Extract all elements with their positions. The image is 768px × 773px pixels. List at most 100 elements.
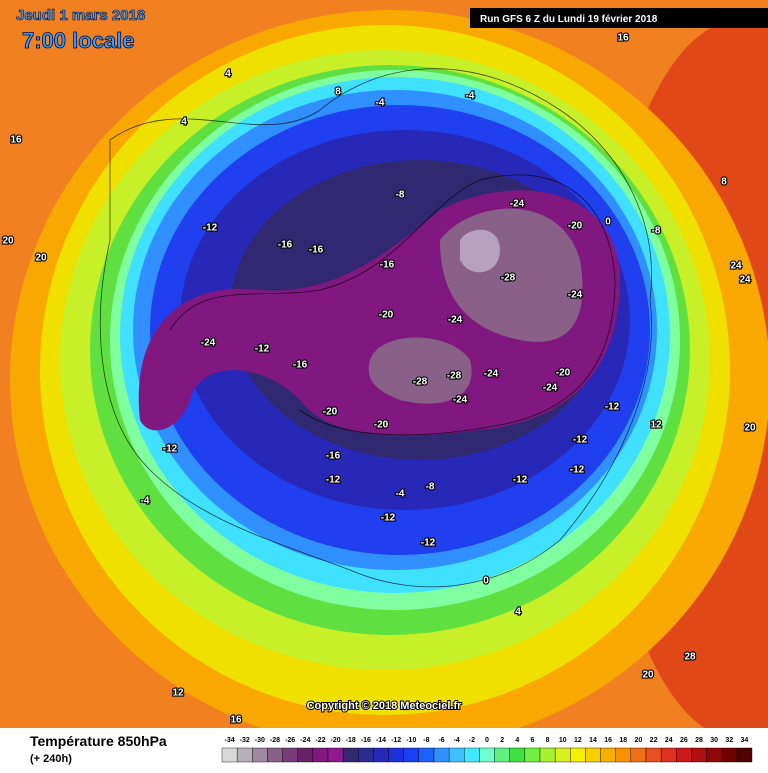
scale-swatch [524, 747, 541, 763]
contour-label: 20 [744, 423, 756, 434]
scale-swatch [433, 747, 450, 763]
contour-label: 20 [35, 253, 47, 264]
contour-label: -16 [278, 240, 293, 251]
scale-swatch [736, 747, 753, 763]
contour-label: -4 [376, 98, 385, 109]
scale-swatch [600, 747, 616, 763]
scale-label: 16 [604, 737, 612, 744]
scale-swatch [691, 747, 707, 763]
contour-label: -12 [381, 513, 396, 524]
contour-label: -12 [570, 465, 585, 476]
scale-label: -22 [315, 737, 325, 744]
contour-labels: -24 -20 -28 -24 -16 -20 -24 -12 -16 -24 -28 -28 -24 -… [1, 32, 757, 727]
scale-label: -6 [438, 737, 444, 744]
scale-swatch [630, 747, 647, 763]
scale-label: -12 [391, 737, 401, 744]
contour-label: 4 [515, 607, 521, 618]
contour-label: -24 [448, 315, 463, 326]
scale-swatch [388, 747, 404, 763]
scale-label: 14 [589, 737, 597, 744]
scale-label: 22 [650, 737, 658, 744]
scale-swatch [342, 747, 359, 763]
scale-label: -10 [406, 737, 416, 744]
scale-swatch [479, 747, 495, 763]
contour-label: -8 [426, 482, 435, 493]
contour-label: -8 [396, 190, 405, 201]
scale-label: -24 [300, 737, 310, 744]
scale-label: 24 [665, 737, 673, 744]
contour-label: -8 [652, 226, 661, 237]
scale-label: 0 [485, 737, 489, 744]
contour-label: -28 [413, 377, 428, 388]
contour-label: 0 [483, 576, 489, 587]
scale-label: 12 [574, 737, 582, 744]
copyright: Copyright © 2018 Meteociel.fr [307, 700, 463, 712]
scale-label: 26 [680, 737, 688, 744]
contour-label: 12 [172, 688, 184, 699]
scale-swatch [721, 747, 738, 763]
scale-label: -26 [285, 737, 295, 744]
contour-label: -16 [326, 451, 341, 462]
scale-swatch [282, 747, 298, 763]
contour-label: 8 [335, 87, 341, 98]
scale-label: 28 [695, 737, 703, 744]
scale-label: -16 [361, 737, 371, 744]
contour-label: -16 [309, 245, 324, 256]
scale-swatch [554, 747, 571, 763]
contour-label: -24 [543, 383, 558, 394]
scale-swatch [236, 747, 253, 763]
scale-label: 8 [546, 737, 550, 744]
temperature-map [0, 0, 768, 728]
scale-swatch [252, 747, 268, 763]
contour-label: -24 [568, 290, 583, 301]
scale-label: -2 [469, 737, 475, 744]
scale-label: 20 [635, 737, 643, 744]
scale-label: -8 [423, 737, 429, 744]
scale-label: 18 [619, 737, 627, 744]
run-box [470, 8, 768, 28]
contour-label: -28 [501, 273, 516, 284]
contour-label: -12 [203, 223, 218, 234]
scale-swatch [676, 747, 692, 763]
contour-label: -12 [255, 344, 270, 355]
scale-swatch [358, 747, 374, 763]
field-title: Température 850hPa [30, 733, 167, 749]
contour-label: -20 [379, 310, 394, 321]
date: Jeudi 1 mars 2018 [16, 7, 145, 24]
contour-label: -24 [201, 338, 216, 349]
contour-label: 0 [605, 217, 611, 228]
contour-label: -4 [466, 91, 475, 102]
scale-swatch [645, 747, 662, 763]
contour-label: 16 [10, 135, 22, 146]
contour-label: -16 [380, 260, 395, 271]
scale-swatch [327, 747, 344, 763]
scale-swatch [297, 747, 314, 763]
scale-swatch [585, 747, 601, 763]
contour-label: -28 [447, 371, 462, 382]
scale-swatch [570, 747, 586, 763]
scale-label: -34 [225, 737, 235, 744]
scale-label: 4 [515, 737, 519, 744]
contour-label: 8 [721, 177, 727, 188]
contour-label: -4 [396, 489, 405, 500]
local-time: 7:00 locale [22, 28, 135, 53]
contour-label: -12 [326, 475, 341, 486]
contour-label: 20 [2, 236, 14, 247]
contour-label: -24 [453, 395, 468, 406]
contour-label: 16 [617, 33, 629, 44]
scale-label: 32 [725, 737, 733, 744]
scale-label: -28 [270, 737, 280, 744]
contour-label: -24 [484, 369, 499, 380]
scale-swatch [464, 747, 480, 763]
scale-swatch [373, 747, 389, 763]
contour-label: -12 [513, 475, 528, 486]
scale-swatch [660, 747, 677, 763]
contour-label: -20 [323, 407, 338, 418]
scale-swatch [448, 747, 465, 763]
color-scale: -34 -32 -30 -28 -26 -24 -22 -20 -18 -16 -14 -12 -10-… [221, 737, 753, 763]
scale-label: -30 [255, 737, 265, 744]
scale-label: -20 [331, 737, 341, 744]
contour-label: 16 [230, 715, 242, 726]
contour-label: 24 [739, 275, 751, 286]
